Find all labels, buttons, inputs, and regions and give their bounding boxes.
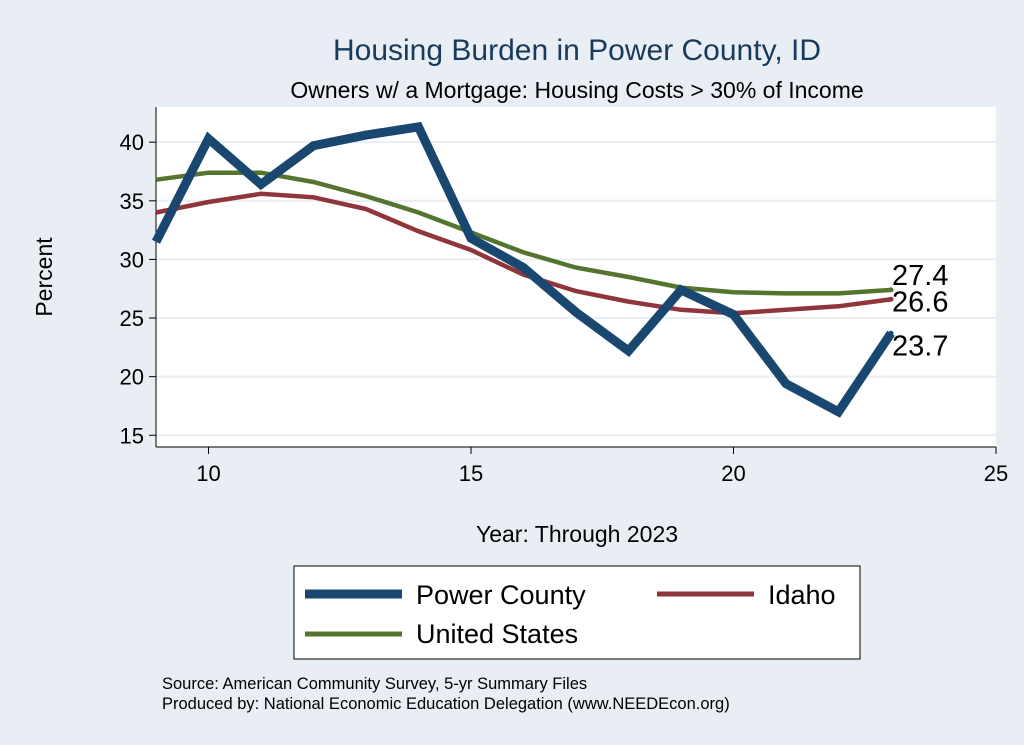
y-tick-label: 35 bbox=[120, 189, 144, 214]
x-tick-label: 10 bbox=[196, 461, 220, 486]
y-tick-label: 40 bbox=[120, 130, 144, 155]
end-point-united-states bbox=[888, 287, 894, 293]
x-tick-label: 15 bbox=[459, 461, 483, 486]
series-lines bbox=[151, 121, 895, 418]
end-label-united-states: 27.4 bbox=[892, 260, 948, 292]
end-labels: 23.7 26.627.4 bbox=[892, 260, 948, 362]
y-tick-label: 30 bbox=[120, 247, 144, 272]
grid-lines bbox=[156, 141, 996, 437]
legend-label-united-states: United States bbox=[416, 619, 578, 649]
source-note: Source: American Community Survey, 5-yr … bbox=[162, 675, 587, 693]
y-tick-label: 20 bbox=[120, 365, 144, 390]
x-tick-label: 25 bbox=[984, 461, 1008, 486]
x-tick-label: 20 bbox=[721, 461, 745, 486]
end-label-idaho: 26.6 bbox=[892, 286, 948, 318]
chart-title: Housing Burden in Power County, ID bbox=[333, 34, 821, 67]
end-label-power-county: 23.7 bbox=[892, 330, 948, 362]
legend-box bbox=[293, 565, 861, 660]
end-point-power-county bbox=[888, 330, 894, 336]
series-line-power-county bbox=[151, 121, 895, 418]
x-axis-ticks: 10 15 20 25 bbox=[196, 447, 1008, 486]
produced-by-note: Produced by: National Economic Education… bbox=[162, 695, 730, 713]
legend: Power County Idaho United States bbox=[293, 565, 861, 660]
plot-area bbox=[156, 107, 996, 447]
y-tick-label: 15 bbox=[120, 423, 144, 448]
series-line-idaho bbox=[155, 191, 892, 316]
legend-label-idaho: Idaho bbox=[768, 580, 836, 610]
x-axis-title: Year: Through 2023 bbox=[476, 521, 678, 547]
y-axis-title: Percent bbox=[31, 237, 57, 317]
legend-label-power-county: Power County bbox=[416, 580, 586, 610]
chart-subtitle: Owners w/ a Mortgage: Housing Costs > 30… bbox=[290, 77, 863, 103]
y-tick-label: 25 bbox=[120, 306, 144, 331]
end-point-idaho bbox=[888, 296, 894, 302]
y-axis-ticks: 15 20 25 30 35 40 bbox=[120, 130, 156, 448]
